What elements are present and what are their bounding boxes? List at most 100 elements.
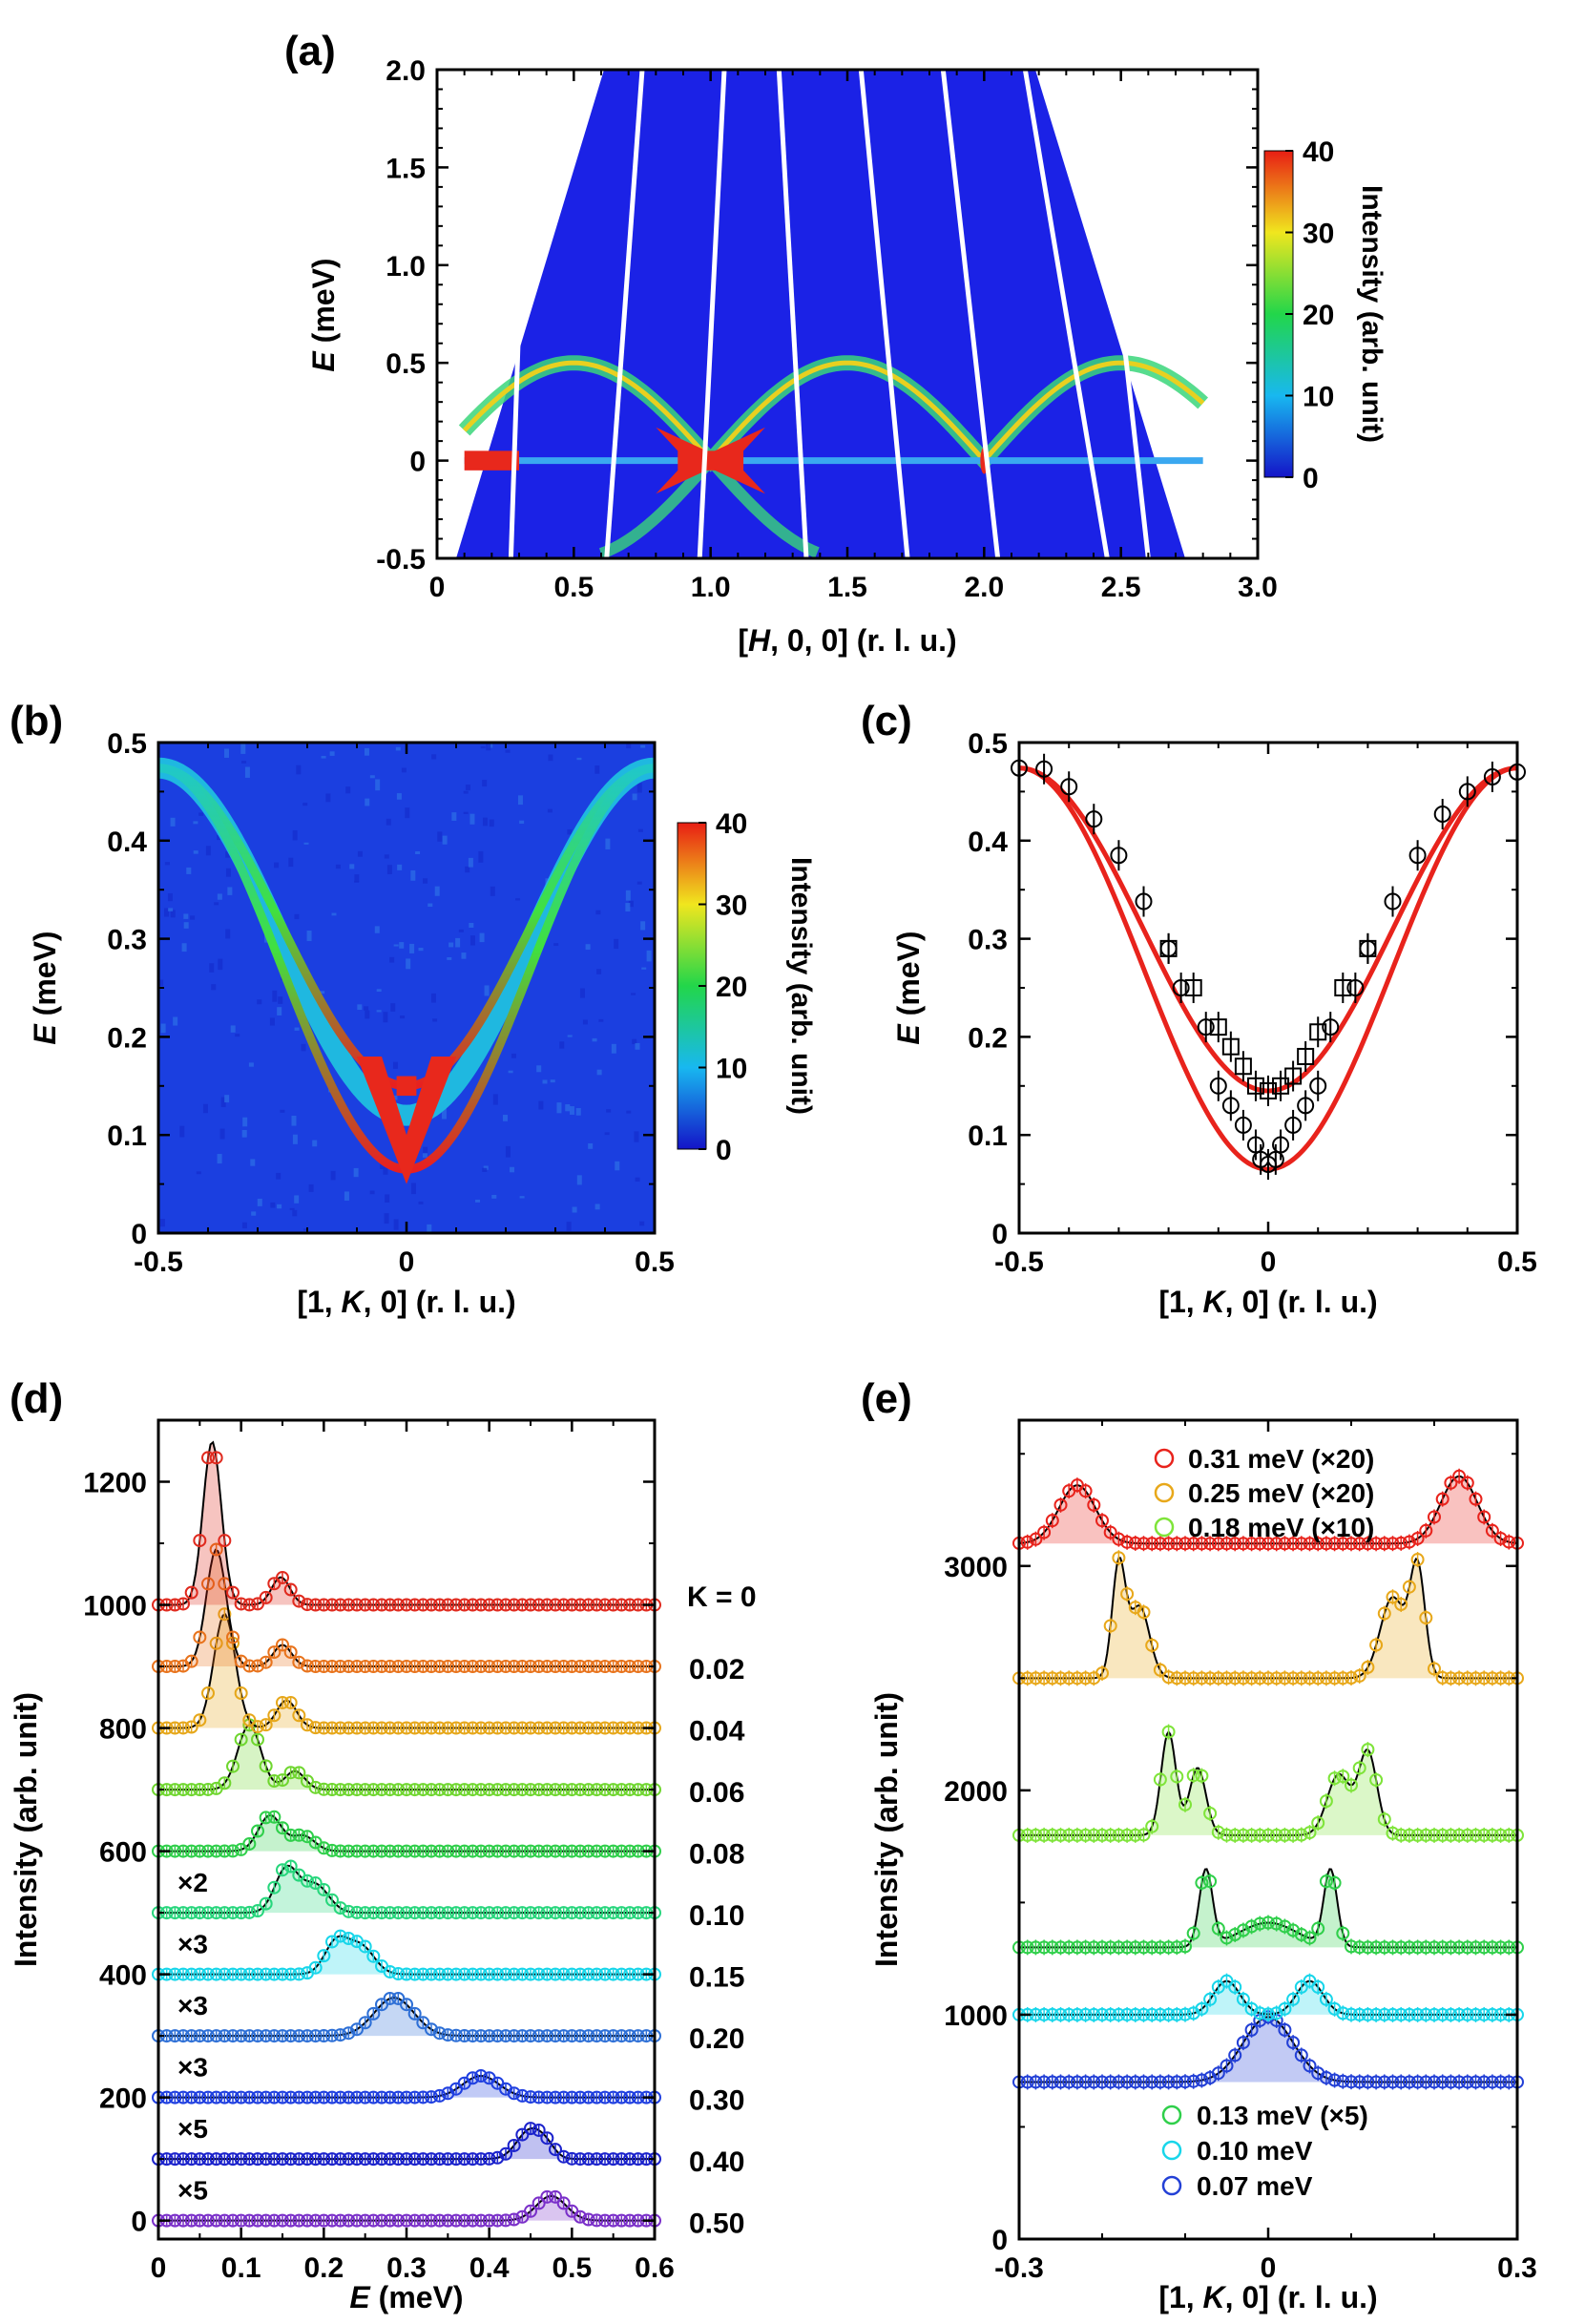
panel-e-label: (e) bbox=[861, 1375, 912, 1422]
noise-pixel bbox=[289, 1207, 295, 1210]
noise-pixel bbox=[566, 1222, 572, 1231]
noise-pixel bbox=[242, 1117, 248, 1127]
data-point bbox=[358, 2090, 372, 2104]
data-point bbox=[1153, 1537, 1167, 1551]
data-point bbox=[540, 2189, 554, 2204]
data-point bbox=[1336, 1769, 1350, 1784]
data-point bbox=[474, 1783, 488, 1797]
data-point bbox=[276, 2029, 289, 2043]
b-xtick-label: 0 bbox=[399, 1246, 415, 1278]
data-point bbox=[1244, 2022, 1259, 2037]
data-point bbox=[1493, 2075, 1508, 2089]
data-point bbox=[581, 1967, 595, 1981]
data-point bbox=[177, 2029, 190, 2043]
data-point-circle bbox=[1035, 760, 1053, 778]
data-point bbox=[1195, 2073, 1209, 2087]
noise-pixel bbox=[432, 1018, 438, 1022]
data-point bbox=[1311, 1537, 1325, 1551]
data-point bbox=[474, 1660, 488, 1674]
data-point bbox=[590, 2213, 604, 2228]
data-point bbox=[574, 1598, 587, 1612]
c-xtick-label: -0.5 bbox=[994, 1246, 1044, 1278]
data-point bbox=[1120, 1828, 1135, 1842]
data-point bbox=[276, 1570, 289, 1584]
data-point bbox=[466, 2152, 480, 2167]
data-point bbox=[1186, 1671, 1200, 1685]
data-point bbox=[308, 1721, 323, 1735]
data-point bbox=[1236, 2036, 1250, 2050]
data-point-circle bbox=[1209, 1077, 1227, 1095]
noise-pixel bbox=[302, 1228, 308, 1231]
noise-pixel bbox=[483, 1165, 489, 1170]
noise-pixel bbox=[170, 817, 176, 827]
data-point bbox=[524, 2204, 537, 2218]
noise-pixel bbox=[469, 923, 474, 929]
data-point bbox=[333, 2090, 347, 2104]
data-point bbox=[1394, 2007, 1408, 2021]
data-point bbox=[1502, 1940, 1516, 1955]
data-point bbox=[606, 1906, 620, 1920]
scale-label: ×2 bbox=[177, 1868, 208, 1897]
data-point bbox=[383, 1660, 397, 1674]
data-point bbox=[1419, 2007, 1433, 2021]
data-point bbox=[598, 1783, 612, 1797]
data-point bbox=[1103, 1525, 1117, 1539]
noise-pixel bbox=[637, 828, 643, 832]
data-point bbox=[1020, 2075, 1034, 2089]
e-xtick-label: 0 bbox=[1261, 2252, 1277, 2284]
data-point bbox=[482, 1783, 496, 1797]
noise-pixel bbox=[186, 867, 192, 874]
data-point bbox=[524, 2029, 537, 2043]
data-point bbox=[590, 1721, 604, 1735]
data-point bbox=[1203, 1874, 1218, 1889]
data-point bbox=[1186, 2074, 1200, 2088]
data-point bbox=[407, 1967, 422, 1981]
data-point bbox=[366, 2152, 381, 2167]
data-point bbox=[1361, 1660, 1375, 1674]
panel-e-curves bbox=[1012, 1468, 1524, 2090]
c-ytick-label: 0.3 bbox=[968, 925, 1008, 956]
data-point bbox=[325, 2152, 339, 2167]
data-point bbox=[615, 2090, 629, 2104]
noise-pixel bbox=[415, 850, 421, 855]
data-point bbox=[524, 1783, 537, 1797]
noise-pixel bbox=[626, 743, 632, 749]
data-point-circle bbox=[1483, 767, 1501, 785]
data-point bbox=[1195, 1537, 1209, 1551]
data-point bbox=[416, 1721, 430, 1735]
data-point bbox=[1386, 1940, 1400, 1955]
data-point bbox=[581, 1906, 595, 1920]
data-point bbox=[1053, 2007, 1068, 2021]
k-label: 0.06 bbox=[689, 1777, 744, 1809]
data-point bbox=[1170, 1769, 1184, 1784]
data-point bbox=[1120, 2007, 1135, 2021]
data-point bbox=[1037, 1525, 1052, 1539]
data-point bbox=[400, 1998, 413, 2012]
data-point bbox=[1137, 1605, 1151, 1620]
data-point bbox=[308, 1876, 323, 1891]
data-point bbox=[1078, 1671, 1093, 1685]
data-point bbox=[366, 1721, 381, 1735]
data-point bbox=[449, 2152, 463, 2167]
data-point bbox=[301, 2213, 314, 2228]
data-point bbox=[333, 2213, 347, 2228]
data-point bbox=[1452, 1828, 1467, 1842]
data-point bbox=[168, 2029, 182, 2043]
data-point bbox=[1103, 2007, 1117, 2021]
data-point bbox=[441, 1598, 455, 1612]
data-point bbox=[301, 1874, 314, 1888]
data-point bbox=[184, 1783, 198, 1797]
data-point bbox=[1319, 1874, 1333, 1889]
noise-pixel bbox=[291, 1115, 297, 1126]
data-point bbox=[1128, 1536, 1142, 1550]
data-point bbox=[1211, 1825, 1225, 1839]
data-point bbox=[1428, 1828, 1441, 1842]
panel-a-dispersion-band bbox=[458, 355, 1209, 558]
noise-pixel bbox=[205, 846, 211, 856]
data-point bbox=[1485, 1940, 1499, 1955]
data-point bbox=[1386, 1826, 1400, 1840]
data-point bbox=[1469, 1940, 1483, 1955]
data-point bbox=[1493, 1940, 1508, 1955]
data-point bbox=[1178, 1537, 1192, 1551]
data-point bbox=[549, 1660, 562, 1674]
